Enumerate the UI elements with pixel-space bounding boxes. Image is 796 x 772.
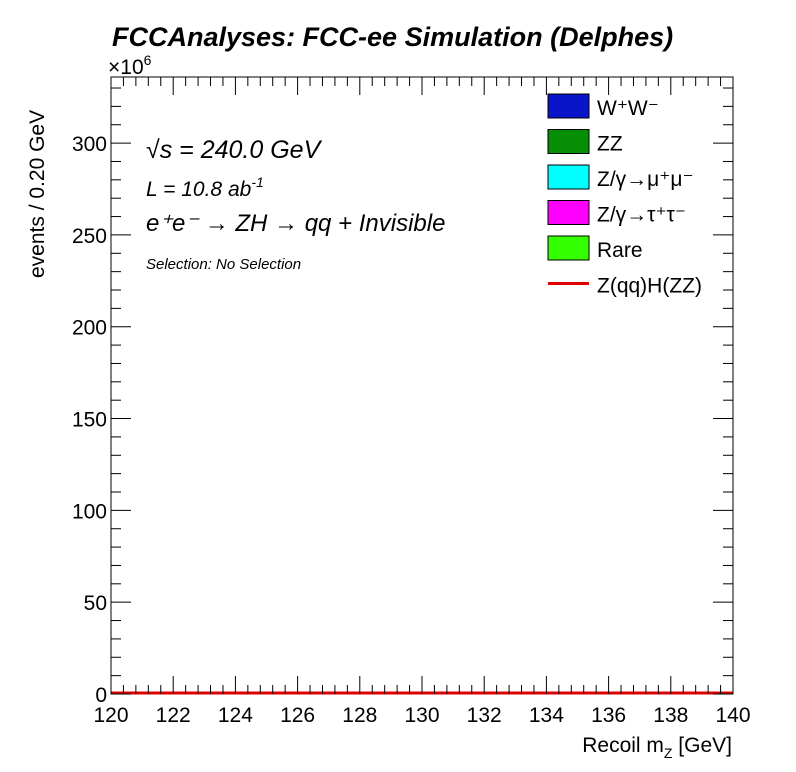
y-tick-label: 100 [72, 500, 107, 523]
y-tick-label: 200 [72, 317, 107, 340]
legend-entry: Rare [547, 235, 643, 262]
x-tick-label: 136 [591, 704, 626, 727]
y-tick-labels: 0 50 100 150 200 250 300 [72, 133, 107, 707]
x-tick-labels: 120 122 124 126 128 130 132 134 136 138 140 [93, 704, 750, 727]
annotations: √s = 240.0 GeV L = 10.8 ab-1 e⁺e⁻ → ZH →… [146, 136, 445, 273]
legend-entry: Z(qq)H(ZZ) [548, 275, 702, 298]
y-tick-label: 300 [72, 133, 107, 156]
legend: W⁺W⁻ ZZ Z/γ→μ⁺μ⁻ Z/γ→τ⁺τ⁻ Rare Z(qq)H(ZZ) [547, 93, 702, 298]
x-tick-label: 130 [404, 704, 439, 727]
y-tick-label: 150 [72, 409, 107, 432]
x-axis-label-main: Recoil m [582, 734, 664, 757]
y-multiplier: ×106 [108, 52, 152, 79]
legend-label: Rare [597, 239, 643, 262]
legend-entry: Z/γ→μ⁺μ⁻ [547, 164, 694, 191]
legend-entry: ZZ [547, 129, 623, 156]
x-axis-label-rest: [GeV] [672, 734, 732, 757]
x-tick-label: 132 [467, 704, 502, 727]
legend-label: Z(qq)H(ZZ) [597, 275, 702, 298]
x-axis-label-sub: Z [664, 745, 673, 761]
legend-label: Z/γ→τ⁺τ⁻ [597, 204, 686, 227]
legend-swatch [547, 93, 590, 119]
x-tick-label: 124 [218, 704, 253, 727]
legend-swatch [547, 129, 590, 154]
x-axis-label: Recoil mZ [GeV] [582, 734, 732, 761]
y-tick-label: 250 [72, 225, 107, 248]
lumi-annotation: L = 10.8 ab-1 [146, 174, 264, 201]
x-tick-label: 140 [715, 704, 750, 727]
y-multiplier-exp: 6 [144, 52, 152, 68]
y-axis-label-text: events / 0.20 GeV [26, 110, 49, 278]
sqrt-s-annotation: √s = 240.0 GeV [146, 136, 323, 164]
legend-label: Z/γ→μ⁺μ⁻ [597, 168, 694, 191]
chart-title: FCCAnalyses: FCC-ee Simulation (Delphes) [112, 22, 673, 52]
selection-annotation: Selection: No Selection [146, 256, 301, 273]
x-tick-label: 120 [93, 704, 128, 727]
x-tick-label: 126 [280, 704, 315, 727]
x-tick-label: 138 [653, 704, 688, 727]
x-tick-label: 128 [342, 704, 377, 727]
process-annotation: e⁺e⁻ → ZH → qq + Invisible [146, 210, 445, 237]
x-tick-label: 122 [156, 704, 191, 727]
legend-label: ZZ [597, 133, 623, 156]
axis-ticks [110, 77, 734, 695]
y-axis-label: events / 0.20 GeV [26, 110, 49, 278]
svg-text:Recoil mZ [GeV]: Recoil mZ [GeV] [582, 734, 732, 761]
y-multiplier-base: ×10 [108, 56, 144, 79]
svg-text:×106: ×106 [108, 52, 152, 79]
legend-swatch [547, 164, 590, 190]
y-tick-label: 50 [84, 592, 107, 615]
x-tick-label: 134 [529, 704, 564, 727]
y-tick-label: 0 [95, 684, 107, 707]
legend-entry: Z/γ→τ⁺τ⁻ [547, 200, 686, 227]
legend-swatch [547, 200, 590, 225]
legend-entry: W⁺W⁻ [547, 93, 659, 120]
legend-swatch [547, 235, 590, 261]
legend-label: W⁺W⁻ [597, 97, 659, 120]
